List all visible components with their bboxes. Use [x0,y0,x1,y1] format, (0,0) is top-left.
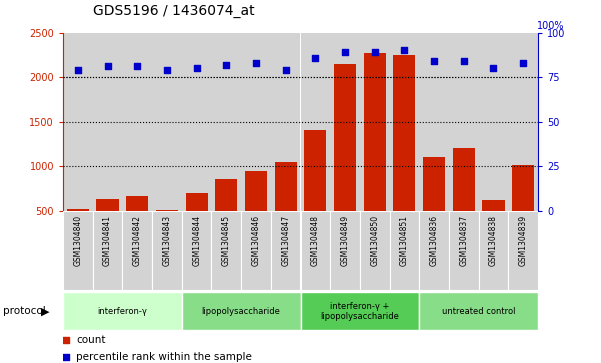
Text: interferon-γ +
lipopolysaccharide: interferon-γ + lipopolysaccharide [320,302,399,321]
Point [340,49,350,55]
Text: GDS5196 / 1436074_at: GDS5196 / 1436074_at [93,4,255,18]
Text: ▶: ▶ [41,306,49,316]
Text: GSM1304838: GSM1304838 [489,215,498,265]
Point [429,58,439,64]
Bar [508,211,538,290]
Bar [212,211,241,290]
Point [459,58,469,64]
Text: interferon-γ: interferon-γ [97,307,147,316]
Bar [449,33,478,211]
Bar [364,53,386,255]
Bar [508,33,538,211]
Point [192,65,201,71]
Bar [512,165,534,255]
Bar [186,193,208,255]
Point [73,67,83,73]
Bar [182,293,300,330]
Text: untreated control: untreated control [442,307,515,316]
Bar [245,171,267,255]
Bar [63,293,182,330]
Bar [449,211,478,290]
Bar [304,130,326,255]
Bar [93,211,123,290]
Point [61,337,71,343]
Text: protocol: protocol [3,306,46,316]
Text: lipopolysaccharide: lipopolysaccharide [202,307,281,316]
Point [400,48,409,53]
Bar [389,211,419,290]
Text: GSM1304842: GSM1304842 [133,215,142,265]
Bar [482,200,504,255]
Bar [123,211,152,290]
Point [222,62,231,68]
Point [281,67,290,73]
Text: GSM1304837: GSM1304837 [459,215,468,266]
Bar [215,179,237,255]
Point [61,354,71,360]
Bar [182,33,212,211]
Bar [389,33,419,211]
Bar [67,209,89,255]
Bar [478,211,508,290]
Bar [300,293,419,330]
Bar [478,33,508,211]
Text: GSM1304845: GSM1304845 [222,215,231,266]
Bar [275,162,297,255]
Point [251,60,261,66]
Bar [123,33,152,211]
Bar [330,33,360,211]
Text: count: count [76,335,105,345]
Text: GSM1304843: GSM1304843 [162,215,171,266]
Bar [300,211,330,290]
Bar [360,211,389,290]
Text: GSM1304846: GSM1304846 [251,215,260,266]
Text: GSM1304844: GSM1304844 [192,215,201,266]
Text: GSM1304850: GSM1304850 [370,215,379,266]
Text: GSM1304851: GSM1304851 [400,215,409,265]
Bar [182,211,212,290]
Bar [63,33,93,211]
Point [132,64,142,69]
Text: 100%: 100% [537,21,564,31]
Point [162,67,172,73]
Text: GSM1304847: GSM1304847 [281,215,290,266]
Bar [334,64,356,255]
Bar [393,55,415,255]
Bar [97,199,119,255]
Bar [241,211,271,290]
Bar [419,293,538,330]
Bar [300,33,330,211]
Bar [152,211,182,290]
Point [489,65,498,71]
Bar [93,33,123,211]
Point [103,64,112,69]
Point [311,55,320,61]
Bar [271,211,300,290]
Text: GSM1304841: GSM1304841 [103,215,112,265]
Bar [419,33,449,211]
Bar [453,148,475,255]
Point [518,60,528,66]
Bar [423,157,445,255]
Point [370,49,379,55]
Text: percentile rank within the sample: percentile rank within the sample [76,352,252,362]
Bar [330,211,360,290]
Text: GSM1304839: GSM1304839 [519,215,528,266]
Bar [241,33,271,211]
Bar [152,33,182,211]
Bar [212,33,241,211]
Bar [156,210,178,255]
Bar [126,196,148,255]
Bar [360,33,389,211]
Text: GSM1304849: GSM1304849 [341,215,350,266]
Text: GSM1304848: GSM1304848 [311,215,320,265]
Bar [271,33,300,211]
Text: GSM1304840: GSM1304840 [73,215,82,266]
Bar [63,211,93,290]
Bar [419,211,449,290]
Text: GSM1304836: GSM1304836 [430,215,439,266]
